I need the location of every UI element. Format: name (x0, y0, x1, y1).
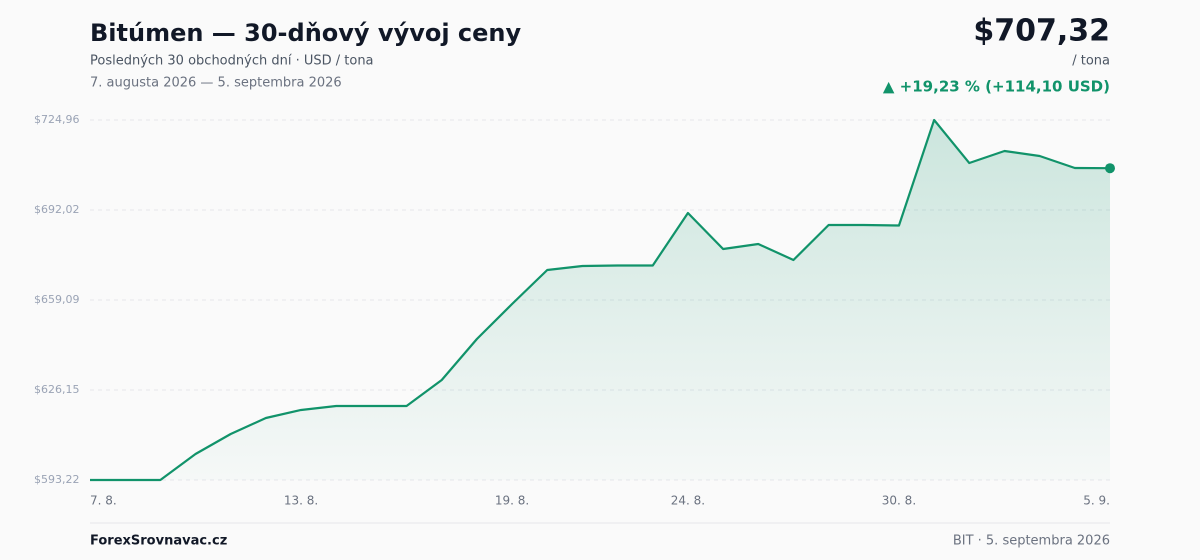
area (90, 120, 1110, 480)
y-tick-label: $692,02 (34, 203, 80, 216)
y-tick-label: $724,96 (34, 113, 80, 126)
end-point (1105, 163, 1115, 174)
x-tick-label: 24. 8. (671, 494, 705, 508)
x-tick-label: 5. 9. (1083, 494, 1110, 508)
y-tick-label: $659,09 (34, 293, 80, 306)
line (90, 118, 1111, 482)
x-tick-label: 19. 8. (495, 494, 529, 508)
footer-brand: ForexSrovnavac.cz (90, 534, 227, 549)
x-tick-label: 13. 8. (284, 494, 318, 508)
price: $707,32 (973, 14, 1110, 49)
unit: / tona (1072, 54, 1110, 69)
x-tick-label: 7. 8. (90, 494, 117, 508)
subtitle: Posledných 30 obchodných dní · USD / ton… (90, 54, 374, 69)
chart-title: Bitúmen — 30-dňový vývoj ceny (90, 19, 522, 47)
footer-source: BIT · 5. septembra 2026 (953, 534, 1110, 549)
x-tick-label: 30. 8. (882, 494, 916, 508)
change: ▲ +19,23 % (+114,10 USD) (883, 78, 1110, 96)
date-range: 7. augusta 2026 — 5. septembra 2026 (90, 76, 342, 91)
y-tick-label: $593,22 (34, 473, 80, 486)
y-tick-label: $626,15 (34, 383, 80, 396)
